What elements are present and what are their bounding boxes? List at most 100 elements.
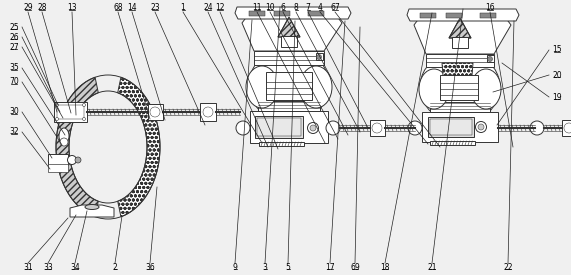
- Circle shape: [564, 123, 571, 133]
- Circle shape: [67, 155, 77, 164]
- Text: 30: 30: [9, 108, 19, 117]
- Bar: [54, 102, 87, 122]
- Text: 17: 17: [325, 263, 335, 271]
- Circle shape: [530, 121, 544, 135]
- Bar: [266, 72, 312, 100]
- Ellipse shape: [249, 48, 329, 122]
- Text: 12: 12: [215, 4, 225, 12]
- Bar: [452, 37, 468, 48]
- Text: 32: 32: [9, 128, 19, 136]
- Text: 69: 69: [350, 263, 360, 271]
- Text: 19: 19: [552, 92, 562, 101]
- Text: 34: 34: [70, 263, 80, 271]
- Bar: [255, 116, 303, 138]
- Bar: [254, 51, 324, 65]
- Text: 4: 4: [317, 4, 323, 12]
- Polygon shape: [278, 17, 300, 37]
- Text: 68: 68: [113, 4, 123, 12]
- Polygon shape: [242, 15, 342, 51]
- Text: 1: 1: [180, 4, 186, 12]
- Circle shape: [82, 103, 86, 106]
- Text: 29: 29: [23, 4, 33, 12]
- Text: 16: 16: [485, 4, 495, 12]
- Circle shape: [372, 123, 382, 133]
- Polygon shape: [118, 77, 160, 217]
- Bar: [249, 11, 265, 16]
- Text: 5: 5: [286, 263, 291, 271]
- Circle shape: [488, 56, 493, 62]
- Circle shape: [236, 121, 250, 135]
- Circle shape: [478, 124, 484, 130]
- Text: 27: 27: [9, 43, 19, 51]
- Text: 10: 10: [265, 4, 275, 12]
- Text: 25: 25: [9, 23, 19, 32]
- Bar: [430, 102, 490, 112]
- Ellipse shape: [59, 128, 69, 144]
- Text: 11: 11: [252, 4, 262, 12]
- Bar: [250, 111, 328, 143]
- Circle shape: [316, 54, 321, 59]
- Text: 70: 70: [9, 78, 19, 87]
- Ellipse shape: [471, 69, 501, 109]
- Bar: [274, 11, 290, 16]
- Text: 7: 7: [305, 4, 311, 12]
- Text: 9: 9: [232, 263, 238, 271]
- Bar: [428, 117, 474, 137]
- Bar: [420, 13, 436, 18]
- Bar: [440, 75, 478, 100]
- Circle shape: [310, 125, 316, 131]
- Bar: [257, 118, 301, 136]
- Circle shape: [55, 103, 58, 106]
- Text: 26: 26: [9, 32, 19, 42]
- Bar: [316, 53, 323, 60]
- Ellipse shape: [300, 66, 332, 108]
- Bar: [562, 120, 571, 136]
- Bar: [430, 141, 475, 145]
- Bar: [422, 112, 498, 142]
- Bar: [480, 13, 496, 18]
- Circle shape: [326, 121, 340, 135]
- Polygon shape: [235, 7, 351, 19]
- Ellipse shape: [246, 66, 278, 108]
- Bar: [430, 119, 472, 135]
- Text: 33: 33: [43, 263, 53, 271]
- Polygon shape: [70, 205, 114, 217]
- Bar: [57, 105, 84, 119]
- Text: 3: 3: [263, 263, 267, 271]
- Circle shape: [308, 122, 319, 133]
- Bar: [48, 154, 68, 165]
- Bar: [281, 36, 297, 47]
- Text: 22: 22: [503, 263, 513, 271]
- Circle shape: [150, 107, 160, 117]
- Text: 14: 14: [127, 4, 137, 12]
- Bar: [48, 164, 68, 172]
- Circle shape: [60, 138, 68, 146]
- Text: 67: 67: [330, 4, 340, 12]
- Ellipse shape: [85, 205, 99, 210]
- Text: 23: 23: [150, 4, 160, 12]
- Bar: [487, 55, 494, 62]
- Bar: [259, 142, 304, 146]
- Text: 20: 20: [552, 70, 562, 79]
- Polygon shape: [442, 63, 473, 100]
- Text: 13: 13: [67, 4, 77, 12]
- Text: 35: 35: [9, 64, 19, 73]
- Polygon shape: [414, 17, 511, 54]
- Text: 21: 21: [427, 263, 437, 271]
- Circle shape: [408, 121, 422, 135]
- Bar: [258, 101, 320, 111]
- Bar: [200, 103, 216, 121]
- Bar: [446, 13, 462, 18]
- Text: 31: 31: [23, 263, 33, 271]
- Text: 28: 28: [37, 4, 47, 12]
- Text: 2: 2: [112, 263, 118, 271]
- Polygon shape: [407, 9, 519, 21]
- Text: 18: 18: [380, 263, 390, 271]
- Text: 15: 15: [552, 45, 562, 54]
- Circle shape: [55, 117, 58, 120]
- Text: 36: 36: [145, 263, 155, 271]
- Ellipse shape: [419, 69, 449, 109]
- Circle shape: [75, 157, 81, 163]
- Polygon shape: [56, 77, 98, 217]
- Circle shape: [82, 117, 86, 120]
